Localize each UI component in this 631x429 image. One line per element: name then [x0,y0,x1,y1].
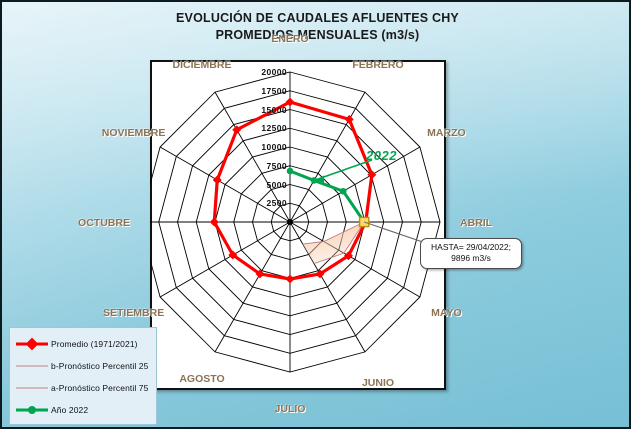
month-label-abril: ABRIL [459,217,493,229]
legend-item[interactable]: a-Pronóstico Percentil 75 [15,377,152,399]
chart-legend: Promedio (1971/2021) b-Pronóstico Percent… [9,327,157,425]
callout-line1: HASTA= 29/04/2022; [431,242,511,252]
radial-tick-5000: 5000 [266,179,287,190]
legend-item[interactable]: Promedio (1971/2021) [15,333,152,355]
month-label-febrero: FEBRERO [352,58,404,71]
legend-swatch-diamond-icon [15,337,49,351]
legend-label: Promedio (1971/2021) [51,339,138,349]
radar-chart [150,71,446,373]
chart-title: EVOLUCIÓN DE CAUDALES AFLUENTES CHY PROM… [2,10,629,44]
month-label-octubre: OCTUBRE [78,217,130,229]
plot-area [150,60,446,390]
month-label-marzo: MARZO [427,127,466,139]
series-annotation-2022: 2022 [366,148,397,163]
month-label-agosto: AGOSTO [179,373,225,386]
month-label-setiembre: SETIEMBRE [102,307,165,319]
legend-swatch-line-icon [15,381,49,395]
callout-line2: 9896 m3/s [451,253,491,263]
legend-label: Año 2022 [51,405,89,415]
legend-item[interactable]: Año 2022 [15,399,152,421]
month-label-julio: JULIO [274,403,306,415]
radial-tick-20000: 20000 [261,67,287,77]
callout-last-value: HASTA= 29/04/2022; 9896 m3/s [420,238,522,269]
radial-tick-15000: 15000 [261,104,287,115]
legend-label: a-Pronóstico Percentil 75 [51,383,149,393]
forecast-band [302,221,365,264]
legend-marker-circle-icon [28,406,36,414]
month-label-enero: ENERO [271,33,309,45]
radial-tick-2500: 2500 [266,198,287,209]
radial-tick-17500: 17500 [261,85,287,96]
radar-grid [150,71,441,373]
legend-swatch-circle-icon [15,403,49,417]
radial-tick-10000: 10000 [261,142,287,152]
month-label-mayo: MAYO [431,307,462,319]
legend-label: b-Pronóstico Percentil 25 [51,361,149,371]
radial-tick-12500: 12500 [261,123,287,134]
legend-marker-diamond-icon [25,337,39,351]
legend-item[interactable]: b-Pronóstico Percentil 25 [15,355,152,377]
month-label-noviembre: NOVIEMBRE [101,127,166,139]
chart-title-line1: EVOLUCIÓN DE CAUDALES AFLUENTES CHY [176,11,459,25]
month-label-diciembre: DICIEMBRE [172,58,232,71]
chart-title-line2: PROMEDIOS MENSUALES (m3/s) [215,28,420,42]
legend-swatch-line-icon [15,359,49,373]
month-label-junio: JUNIO [361,377,395,390]
radial-tick-7500: 7500 [266,160,287,171]
